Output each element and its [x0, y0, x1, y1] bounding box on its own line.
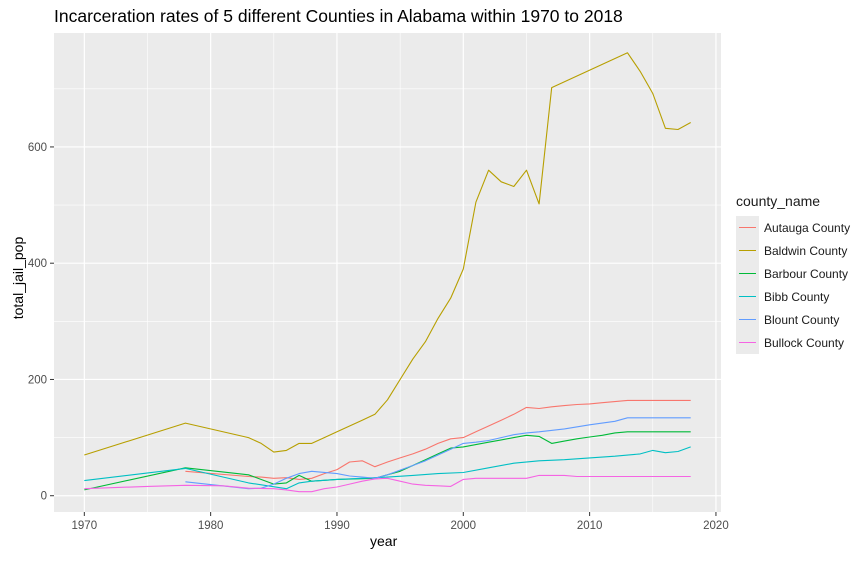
x-tick-label: 2020	[703, 520, 729, 532]
y-tick-label: 400	[28, 258, 47, 270]
legend-key	[736, 285, 759, 308]
legend-item: Bibb County	[736, 285, 850, 308]
legend-item: Barbour County	[736, 262, 850, 285]
legend-label: Barbour County	[764, 266, 849, 281]
legend-key	[736, 216, 759, 239]
x-tick-label: 1990	[324, 520, 350, 532]
x-tick-label: 2000	[450, 520, 476, 532]
series-line-blount-county	[185, 417, 691, 490]
y-tick-label: 600	[28, 142, 47, 154]
legend-item: Autauga County	[736, 216, 850, 239]
legend-key	[736, 331, 759, 354]
legend-key-line	[739, 296, 756, 297]
legend-key	[736, 239, 759, 262]
series-line-bullock-county	[84, 474, 691, 493]
legend-key	[736, 262, 759, 285]
series-line-barbour-county	[84, 431, 691, 491]
series-line-autauga-county	[185, 399, 691, 480]
legend-key-line	[739, 250, 756, 251]
chart-title: Incarceration rates of 5 different Count…	[54, 6, 623, 26]
legend-label: Bullock County	[764, 335, 845, 350]
legend-item: Baldwin County	[736, 239, 850, 262]
legend-key-line	[739, 342, 756, 343]
x-axis-title: year	[370, 533, 398, 549]
y-tick-label: 0	[41, 491, 47, 503]
y-tick-label: 200	[28, 374, 47, 386]
legend-label: Autauga County	[764, 220, 851, 235]
legend-key-line	[739, 273, 756, 274]
x-tick-label: 2010	[577, 520, 603, 532]
legend-label: Bibb County	[764, 289, 830, 304]
legend-key	[736, 308, 759, 331]
x-tick-label: 1980	[198, 520, 224, 532]
legend-label: Baldwin County	[764, 243, 848, 258]
legend: county_name Autauga County Baldwin County…	[736, 193, 850, 354]
legend-label: Blount County	[764, 312, 840, 327]
legend-item: Bullock County	[736, 331, 850, 354]
legend-item: Blount County	[736, 308, 850, 331]
plot-background	[54, 33, 721, 512]
legend-key-line	[739, 319, 756, 320]
legend-title: county_name	[736, 193, 821, 209]
legend-items: Autauga County Baldwin County Barbour Coun…	[736, 216, 850, 354]
series-line-bibb-county	[84, 446, 691, 490]
legend-key-line	[739, 227, 756, 228]
y-axis-title: total_jail_pop	[10, 236, 26, 320]
series-line-baldwin-county	[84, 52, 691, 456]
x-tick-label: 1970	[72, 520, 98, 532]
